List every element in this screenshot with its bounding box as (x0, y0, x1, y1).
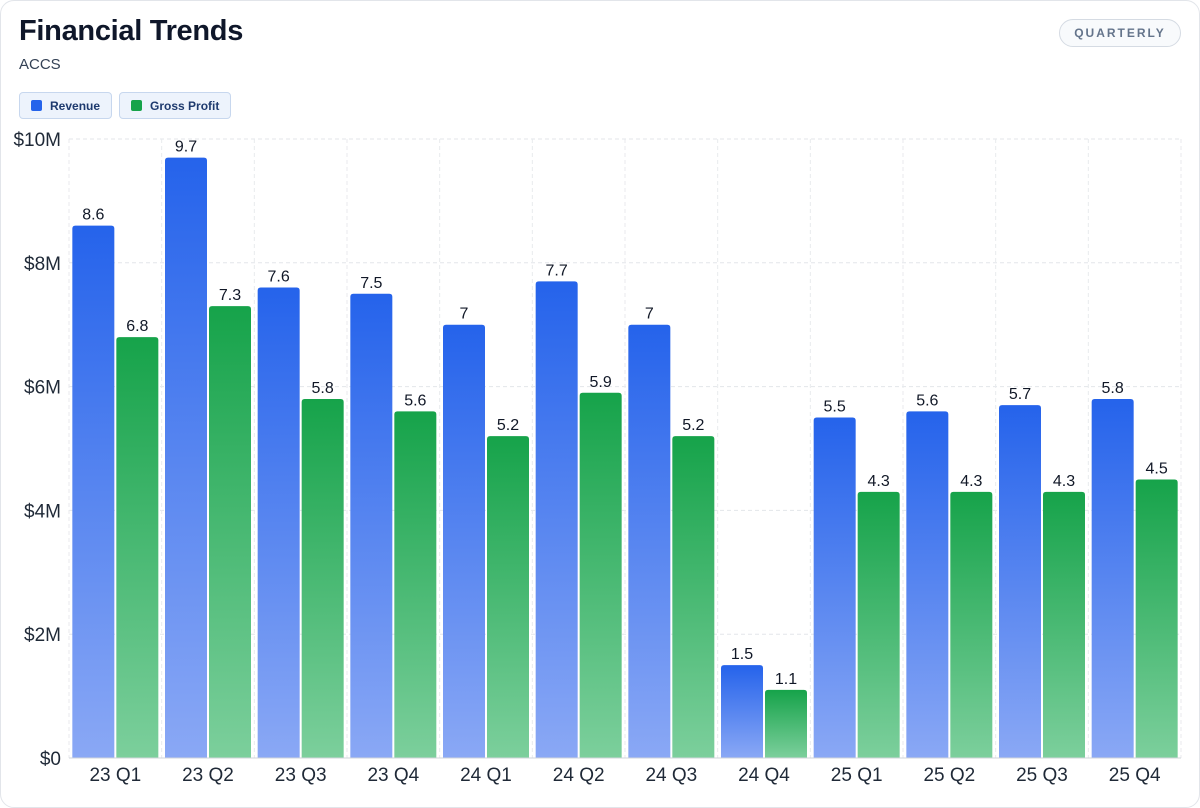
gross-profit-bar (857, 491, 900, 758)
gross-profit-bar (1135, 479, 1178, 758)
revenue-bar (999, 405, 1041, 758)
gross-profit-bar (116, 337, 159, 758)
gross-profit-value-label: 1.1 (775, 671, 797, 688)
revenue-value-label: 5.7 (1009, 386, 1031, 403)
revenue-bar (165, 157, 207, 758)
revenue-bar (813, 417, 856, 758)
revenue-swatch (31, 100, 42, 111)
revenue-bar (721, 665, 763, 758)
x-tick-label: 25 Q4 (1109, 765, 1161, 786)
x-tick-label: 24 Q4 (738, 765, 790, 786)
revenue-bar (443, 324, 485, 758)
gross-profit-bar (579, 392, 622, 758)
legend-label-gross-profit: Gross Profit (150, 98, 220, 113)
revenue-value-label: 1.5 (731, 646, 753, 663)
y-tick-label: $10M (13, 130, 61, 151)
x-tick-label: 23 Q3 (275, 765, 327, 786)
gross-profit-value-label: 7.3 (219, 287, 241, 304)
gross-profit-value-label: 4.3 (960, 473, 982, 490)
revenue-value-label: 7 (460, 306, 469, 323)
period-toggle-button[interactable]: QUARTERLY (1059, 19, 1181, 47)
y-tick-label: $6M (24, 378, 61, 399)
gross-profit-bar (1043, 491, 1085, 758)
gross-profit-value-label: 6.8 (126, 318, 148, 335)
x-tick-label: 24 Q3 (645, 765, 697, 786)
revenue-bar (257, 287, 300, 758)
gross-profit-bar (209, 306, 251, 758)
gross-profit-value-label: 5.9 (590, 374, 612, 391)
revenue-bar (906, 411, 949, 758)
revenue-value-label: 7.5 (360, 275, 382, 292)
gross-profit-value-label: 4.3 (1053, 473, 1075, 490)
legend: Revenue Gross Profit (19, 92, 232, 119)
revenue-bar (72, 225, 115, 758)
x-tick-label: 23 Q1 (89, 765, 141, 786)
revenue-value-label: 5.5 (824, 399, 846, 416)
x-tick-label: 25 Q1 (831, 765, 883, 786)
legend-item-gross-profit[interactable]: Gross Profit (119, 92, 232, 119)
revenue-value-label: 7.7 (546, 262, 568, 279)
revenue-value-label: 5.6 (916, 392, 938, 409)
revenue-value-label: 7 (645, 306, 654, 323)
legend-label-revenue: Revenue (50, 98, 101, 113)
y-tick-label: $2M (24, 625, 61, 646)
gross-profit-value-label: 5.2 (497, 417, 519, 434)
x-tick-label: 25 Q2 (923, 765, 975, 786)
x-tick-label: 23 Q2 (182, 765, 234, 786)
gross-profit-bar (487, 436, 529, 758)
gross-profit-value-label: 5.2 (682, 417, 704, 434)
y-tick-label: $8M (24, 254, 61, 275)
gross-profit-bar (950, 491, 993, 758)
revenue-bar (628, 324, 671, 758)
gross-profit-bar (301, 398, 344, 758)
gross-profit-value-label: 5.8 (312, 380, 334, 397)
gross-profit-value-label: 4.3 (868, 473, 890, 490)
y-tick-label: $0 (40, 749, 61, 770)
legend-item-revenue[interactable]: Revenue (19, 92, 113, 119)
gross-profit-bar (394, 411, 437, 758)
revenue-value-label: 7.6 (268, 269, 290, 286)
revenue-value-label: 8.6 (82, 207, 104, 224)
revenue-bar (350, 293, 393, 758)
chart-title: Financial Trends (19, 15, 244, 47)
gross-profit-swatch (131, 100, 143, 111)
revenue-bar (1091, 398, 1134, 758)
gross-profit-value-label: 5.6 (404, 392, 426, 409)
revenue-bar (535, 281, 578, 758)
gross-profit-value-label: 4.5 (1146, 460, 1168, 477)
ticker-subtitle: ACCS (19, 56, 61, 73)
y-tick-label: $4M (24, 501, 61, 522)
x-tick-label: 25 Q3 (1016, 765, 1068, 786)
x-tick-label: 24 Q1 (460, 765, 512, 786)
gross-profit-bar (765, 689, 807, 758)
x-tick-label: 24 Q2 (553, 765, 605, 786)
revenue-value-label: 9.7 (175, 139, 197, 156)
x-tick-label: 23 Q4 (367, 765, 419, 786)
revenue-value-label: 5.8 (1102, 380, 1124, 397)
gross-profit-bar (672, 436, 715, 758)
